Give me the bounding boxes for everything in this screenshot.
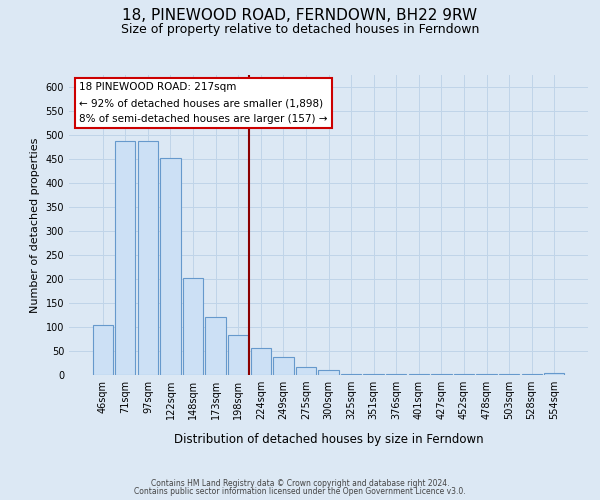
Bar (476, 374, 497, 375)
Bar (228, 335, 248, 375)
Bar (115, 141, 136, 375)
Bar (160, 158, 181, 375)
Text: 18 PINEWOOD ROAD: 217sqm
← 92% of detached houses are smaller (1,898)
8% of semi: 18 PINEWOOD ROAD: 217sqm ← 92% of detach… (79, 82, 328, 124)
Bar (431, 374, 452, 375)
Bar (499, 374, 519, 375)
Bar (183, 278, 203, 375)
Bar (454, 374, 474, 375)
Bar (386, 374, 406, 375)
Bar (205, 317, 226, 375)
Bar (319, 370, 338, 375)
Bar (409, 374, 429, 375)
Text: Contains HM Land Registry data © Crown copyright and database right 2024.: Contains HM Land Registry data © Crown c… (151, 478, 449, 488)
Text: Distribution of detached houses by size in Ferndown: Distribution of detached houses by size … (174, 432, 484, 446)
Bar (521, 374, 542, 375)
Bar (273, 357, 293, 375)
Bar (296, 368, 316, 375)
Text: Size of property relative to detached houses in Ferndown: Size of property relative to detached ho… (121, 22, 479, 36)
Y-axis label: Number of detached properties: Number of detached properties (30, 138, 40, 312)
Bar (138, 141, 158, 375)
Text: Contains public sector information licensed under the Open Government Licence v3: Contains public sector information licen… (134, 487, 466, 496)
Bar (544, 372, 565, 375)
Text: 18, PINEWOOD ROAD, FERNDOWN, BH22 9RW: 18, PINEWOOD ROAD, FERNDOWN, BH22 9RW (122, 8, 478, 22)
Bar (92, 324, 113, 375)
Bar (341, 374, 361, 375)
Bar (251, 348, 271, 375)
Bar (364, 374, 384, 375)
